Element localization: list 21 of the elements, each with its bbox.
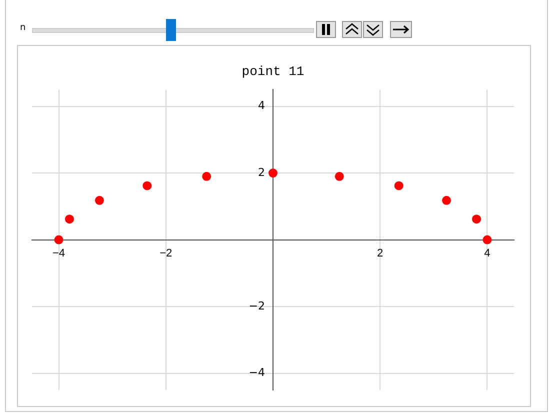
point [54, 235, 64, 244]
point [334, 172, 344, 181]
point [394, 181, 404, 190]
x-tick-label: 4 [484, 247, 490, 260]
x-tick-label: −2 [160, 247, 172, 260]
x-tick-label: 2 [377, 247, 384, 260]
point [268, 168, 278, 178]
chart-title: point 11 [242, 64, 304, 80]
point [202, 172, 212, 181]
point [142, 181, 152, 190]
text: n [20, 23, 26, 33]
y-tick-label: 2 [258, 166, 265, 179]
point [64, 214, 74, 224]
y-tick-label: 4 [258, 99, 265, 112]
y-tick-label: −2 [248, 299, 265, 312]
point [472, 214, 482, 224]
point [482, 235, 492, 244]
x-tick-label: −4 [52, 247, 66, 260]
point [442, 196, 452, 205]
point [94, 196, 104, 205]
y-tick-label: −4 [248, 366, 265, 380]
